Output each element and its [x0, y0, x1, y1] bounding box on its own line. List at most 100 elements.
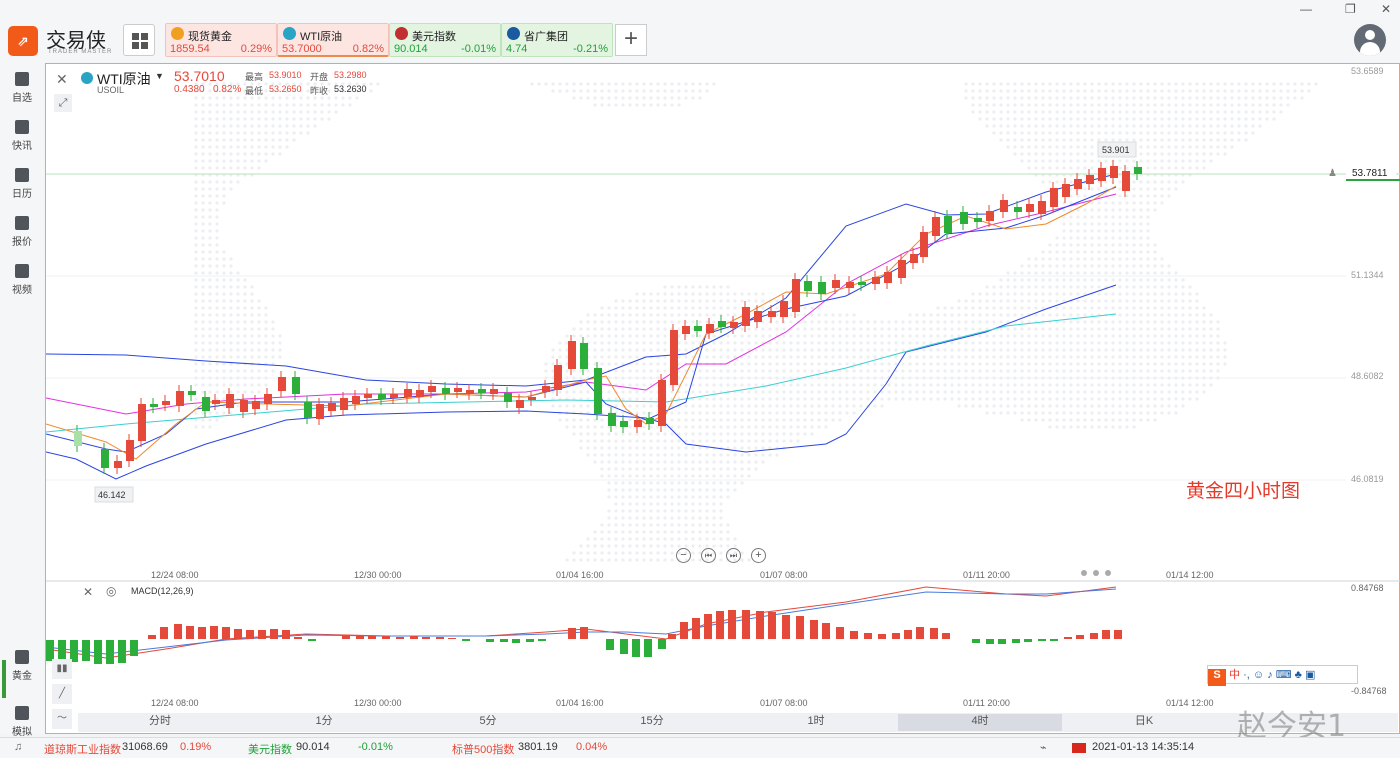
candle-body-83 — [1134, 167, 1142, 174]
timeframe-tab-2[interactable]: 5分 — [479, 715, 497, 727]
restore-icon[interactable]: ❐ — [1345, 2, 1356, 16]
candle-body-72 — [1000, 200, 1008, 212]
macd-bar-27 — [410, 636, 418, 639]
quote-name: 现货黄金 — [188, 31, 232, 43]
headset-icon[interactable]: ♫ — [14, 741, 23, 753]
candle-body-23 — [378, 394, 386, 399]
forward-icon[interactable]: ⏭ — [726, 548, 741, 563]
macd-bar-2 — [70, 640, 78, 662]
macd-bar-56 — [822, 623, 830, 639]
timeframe-tab-1[interactable]: 1分 — [315, 715, 333, 727]
sidebar-item-2[interactable]: 日历 — [0, 168, 44, 200]
candle-body-44 — [646, 418, 654, 424]
candle-body-4 — [138, 404, 146, 441]
kline-chart[interactable]: 53.6589 51.1344 48.6082 46.0819 12/24 08:00 1… — [46, 64, 1400, 735]
timeframe-tab-5[interactable]: 4时 — [898, 714, 1062, 731]
add-quote-button[interactable]: + — [615, 24, 647, 56]
macd-bar-30 — [448, 638, 456, 639]
macd-settings-icon[interactable]: ◎ — [106, 584, 117, 598]
macd-bar-31 — [462, 639, 470, 641]
sidebar-item-label: 自选 — [12, 93, 32, 104]
macd-bar-39 — [606, 639, 614, 650]
timeframe-tab-6[interactable]: 日K — [1134, 715, 1154, 727]
candle-body-18 — [316, 404, 324, 419]
candle-body-2 — [114, 461, 122, 468]
current-price-box — [1346, 164, 1396, 181]
quote-name: 美元指数 — [412, 31, 456, 43]
candle-body-12 — [240, 400, 248, 412]
macd-bar-23 — [356, 636, 364, 639]
chart-panel[interactable]: 53.6589 51.1344 48.6082 46.0819 12/24 08:00 1… — [45, 63, 1400, 734]
macd-bar-32 — [486, 639, 494, 642]
timeframe-tab-4[interactable]: 1时 — [807, 715, 825, 727]
sidebar-item-6[interactable]: 模拟 — [0, 706, 44, 738]
close-macd-icon[interactable]: ✕ — [83, 585, 94, 599]
quote-tab-3[interactable]: 省广集团 4.74 -0.21% — [501, 23, 613, 57]
macd-bar-28 — [422, 637, 430, 639]
symbol-dropdown-icon[interactable]: ▼ — [155, 71, 164, 81]
candle-body-39 — [580, 343, 588, 369]
candle-body-16 — [292, 377, 300, 394]
ticker-change: 0.19% — [180, 741, 212, 753]
macd-bar-15 — [234, 629, 242, 639]
open-label: 开盘 — [310, 72, 329, 82]
candle-body-25 — [404, 389, 412, 397]
sidebar-item-5[interactable]: 黄金 — [0, 650, 44, 682]
layout-grid-button[interactable] — [123, 24, 155, 56]
quote-tab-1[interactable]: WTI原油 53.7000 0.82% — [277, 23, 389, 57]
candle-body-24 — [390, 394, 398, 398]
draw-tool-icon[interactable]: ⤢ — [54, 94, 72, 112]
status-bar: ♫ 道琼斯工业指数 31068.69 0.19% 美元指数 90.014 -0.01% 标普… — [0, 737, 1400, 758]
candle-body-15 — [278, 377, 286, 391]
symbol-name[interactable]: WTI原油 — [97, 71, 151, 87]
indicator-icon[interactable]: 〜 — [52, 709, 72, 729]
quote-change: 0.29% — [240, 43, 272, 55]
macd-bar-12 — [198, 627, 206, 639]
ime-toolbar[interactable]: S 中 ·, ☺ ♪ ⌨ ♣ ▣ — [1207, 665, 1358, 686]
macd-bar-7 — [130, 640, 138, 656]
quote-tab-0[interactable]: 现货黄金 1859.54 0.29% — [165, 23, 277, 57]
quote-tab-2[interactable]: 美元指数 90.014 -0.01% — [389, 23, 501, 57]
macd-bar-70 — [1024, 639, 1032, 642]
macd-bar-63 — [916, 627, 924, 639]
timeframe-tab-3[interactable]: 15分 — [640, 715, 664, 727]
zoom-out-icon[interactable]: − — [676, 548, 691, 563]
macd-bar-58 — [850, 631, 858, 639]
app-subtitle: TRADER MASTER — [48, 49, 113, 55]
candle-body-52 — [742, 307, 750, 326]
candle-body-50 — [718, 321, 726, 327]
minimize-icon[interactable]: — — [1300, 2, 1312, 16]
user-avatar-icon[interactable] — [1354, 24, 1386, 56]
sidebar-item-3[interactable]: 报价 — [0, 216, 44, 248]
macd-bar-55 — [810, 620, 818, 639]
candle-body-82 — [1122, 171, 1130, 191]
candle-body-35 — [528, 397, 536, 400]
macd-bar-16 — [246, 630, 254, 639]
macd-bar-3 — [82, 640, 90, 661]
quote-icon — [15, 216, 29, 230]
bollinger-upper-line — [46, 173, 1117, 387]
close-chart-icon[interactable]: ✕ — [56, 71, 68, 87]
line-tool-icon[interactable]: ╱ — [52, 684, 72, 704]
rewind-icon[interactable]: ⏮ — [701, 548, 716, 563]
zoom-in-icon[interactable]: + — [751, 548, 766, 563]
candle-body-1 — [101, 449, 109, 468]
candle-body-8 — [188, 391, 196, 395]
sidebar-item-1[interactable]: 快讯 — [0, 120, 44, 152]
macd-bar-37 — [568, 628, 576, 639]
candle-body-57 — [804, 281, 812, 291]
macd-bar-66 — [972, 639, 980, 643]
timeframe-tab-0[interactable]: 分时 — [149, 715, 171, 727]
candle-body-68 — [944, 216, 952, 233]
candle-body-75 — [1038, 201, 1046, 214]
candle-body-63 — [884, 272, 892, 283]
macd-x-axis-label: 01/04 16:00 — [556, 698, 604, 708]
macd-bar-5 — [106, 640, 114, 664]
sidebar-item-0[interactable]: 自选 — [0, 72, 44, 104]
sidebar-item-4[interactable]: 视频 — [0, 264, 44, 296]
close-window-icon[interactable]: ✕ — [1381, 2, 1392, 16]
app-logo: ⇗ — [8, 26, 38, 56]
candle-body-69 — [960, 212, 968, 224]
macd-bar-13 — [210, 626, 218, 639]
candle-type-icon[interactable]: ▮▮ — [52, 659, 72, 679]
